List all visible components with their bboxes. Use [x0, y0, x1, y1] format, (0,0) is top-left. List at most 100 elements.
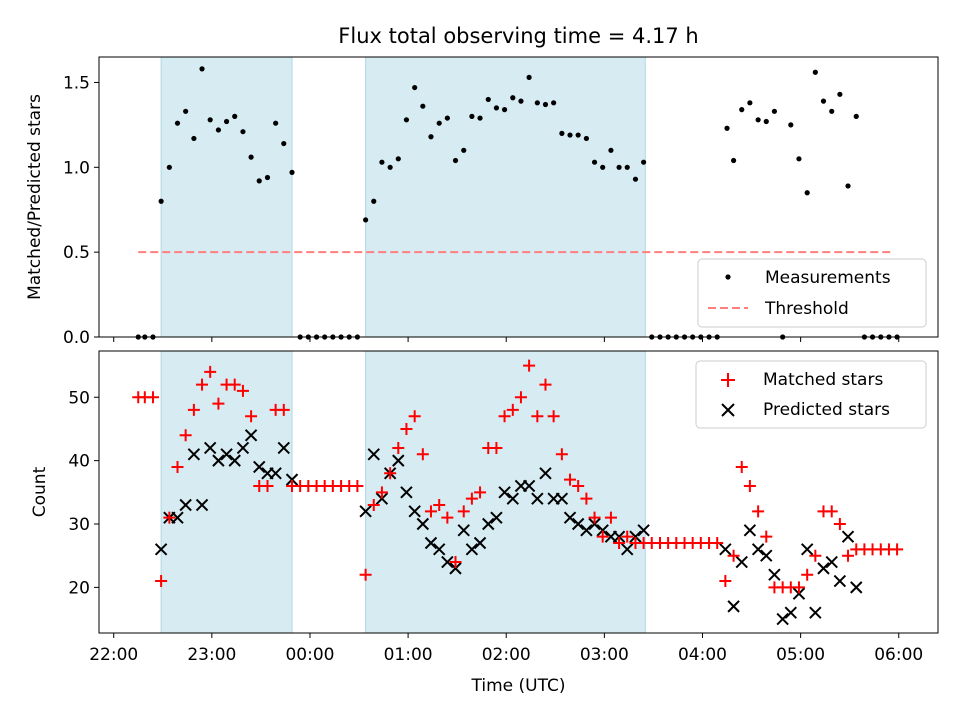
measurement-point [632, 176, 639, 182]
matched-star-point [555, 448, 568, 461]
predicted-star-point [195, 498, 209, 512]
predicted-star-point [482, 517, 495, 531]
predicted-star-point [596, 524, 609, 537]
bot-x-tick-label: 22:00 [89, 645, 138, 665]
bottom-axes-frame [98, 350, 939, 634]
predicted-star-point [498, 486, 511, 499]
predicted-star-point [171, 511, 184, 524]
predicted-star-point [244, 429, 258, 442]
measurement-point [591, 159, 598, 165]
matched-star-point [245, 410, 258, 423]
top-title: Flux total observing time = 4.17 h [338, 24, 698, 48]
predicted-star-point [563, 511, 577, 524]
measurement-point [158, 198, 164, 204]
predicted-star-point [833, 574, 847, 588]
predicted-star-point [850, 581, 863, 594]
matched-star-point [474, 486, 487, 499]
matched-star-point [400, 422, 413, 435]
measurement-point [444, 115, 450, 121]
matched-star-point [171, 460, 184, 473]
measurement-point [232, 113, 238, 119]
predicted-star-point [253, 460, 266, 474]
measurement-point [624, 164, 630, 170]
measurement-point [183, 108, 189, 114]
predicted-star-point [490, 511, 503, 524]
measurement-point [493, 105, 500, 111]
matched-star-point [580, 492, 593, 505]
matched-star-point [384, 467, 397, 480]
matched-star-point [163, 511, 176, 524]
matched-star-point [621, 530, 634, 543]
measurement-point [829, 108, 835, 114]
top-legend: Measurements Threshold [697, 258, 927, 328]
top-y-tick-label: 1.5 [63, 73, 90, 93]
measurement-point [608, 147, 614, 153]
matched-star-point [179, 429, 192, 442]
bot-x-tick-label: 05:00 [776, 645, 825, 665]
measurement-point [215, 127, 222, 133]
predicted-star-point [621, 543, 634, 556]
measurement-point [223, 118, 230, 125]
measurement-point [166, 164, 172, 170]
matched-star-point [547, 410, 560, 423]
measurement-point [820, 98, 827, 104]
bottom-legend: Matched stars Predicted stars [695, 360, 927, 429]
predicted-star-point [285, 473, 299, 486]
matched-star-point [351, 479, 364, 492]
matched-star-point [825, 505, 838, 518]
predicted-star-point [784, 606, 798, 619]
measurement-point [469, 113, 475, 119]
bot-x-tick-label: 04:00 [678, 645, 727, 665]
measurement-point [485, 96, 491, 103]
measurement-point [379, 159, 385, 165]
matched-star-point [752, 505, 765, 518]
measurement-point [191, 135, 197, 142]
measurement-point [363, 217, 369, 223]
bot-observing-window-0 [161, 351, 293, 633]
matched-legend-marker [721, 373, 735, 387]
predicted-star-point [637, 524, 650, 537]
matched-star-point [146, 391, 159, 404]
bot-x-tick-label: 03:00 [580, 645, 629, 665]
predicted-star-point [522, 479, 536, 493]
matched-star-point [392, 441, 405, 454]
bottom-observing-windows [160, 351, 646, 633]
measurement-point [461, 147, 467, 153]
predicted-star-point [203, 441, 217, 455]
top-axes-frame [98, 56, 939, 338]
matched-star-point [187, 403, 200, 416]
measurement-point [412, 84, 418, 91]
matched-star-point [539, 378, 552, 391]
bottom-ticks: 20 30 40 50 22:00 23:00 00:00 01:00 02:00 03:00 04… [68, 388, 923, 665]
predicted-star-point [629, 530, 642, 543]
measurement-point [199, 66, 205, 72]
measurement-point [248, 154, 254, 160]
top-y-tick-label: 0.5 [63, 243, 90, 263]
measurement-point [526, 74, 532, 80]
measurement-point [273, 120, 279, 126]
matched-star-point [212, 397, 225, 410]
measurement-point [436, 120, 442, 126]
bottom-panel: 20 30 40 50 22:00 23:00 00:00 01:00 02:00 03:00 04… [30, 350, 939, 696]
measurement-point [551, 100, 557, 106]
matched-star-point [572, 479, 585, 492]
predicted-legend-label: Predicted stars [763, 400, 890, 420]
predicted-star-point [416, 517, 430, 531]
measurements-legend-label: Measurements [765, 268, 891, 288]
matched-star-point [719, 575, 732, 588]
measurement-point [583, 135, 590, 142]
bottom-data-marks [132, 359, 904, 626]
predicted-star-point [800, 543, 814, 556]
bottom-legend-box [695, 360, 927, 429]
predicted-star-point [792, 587, 806, 600]
measurement-point [395, 156, 401, 162]
predicted-star-point [441, 555, 454, 569]
measurement-point [641, 159, 647, 165]
measurement-point [256, 178, 262, 184]
measurement-point [289, 169, 295, 175]
matched-star-point [514, 391, 527, 404]
top-observing-windows [160, 57, 646, 337]
predicted-star-point [187, 448, 201, 461]
matched-star-point [735, 460, 748, 473]
matched-star-point [408, 410, 421, 423]
